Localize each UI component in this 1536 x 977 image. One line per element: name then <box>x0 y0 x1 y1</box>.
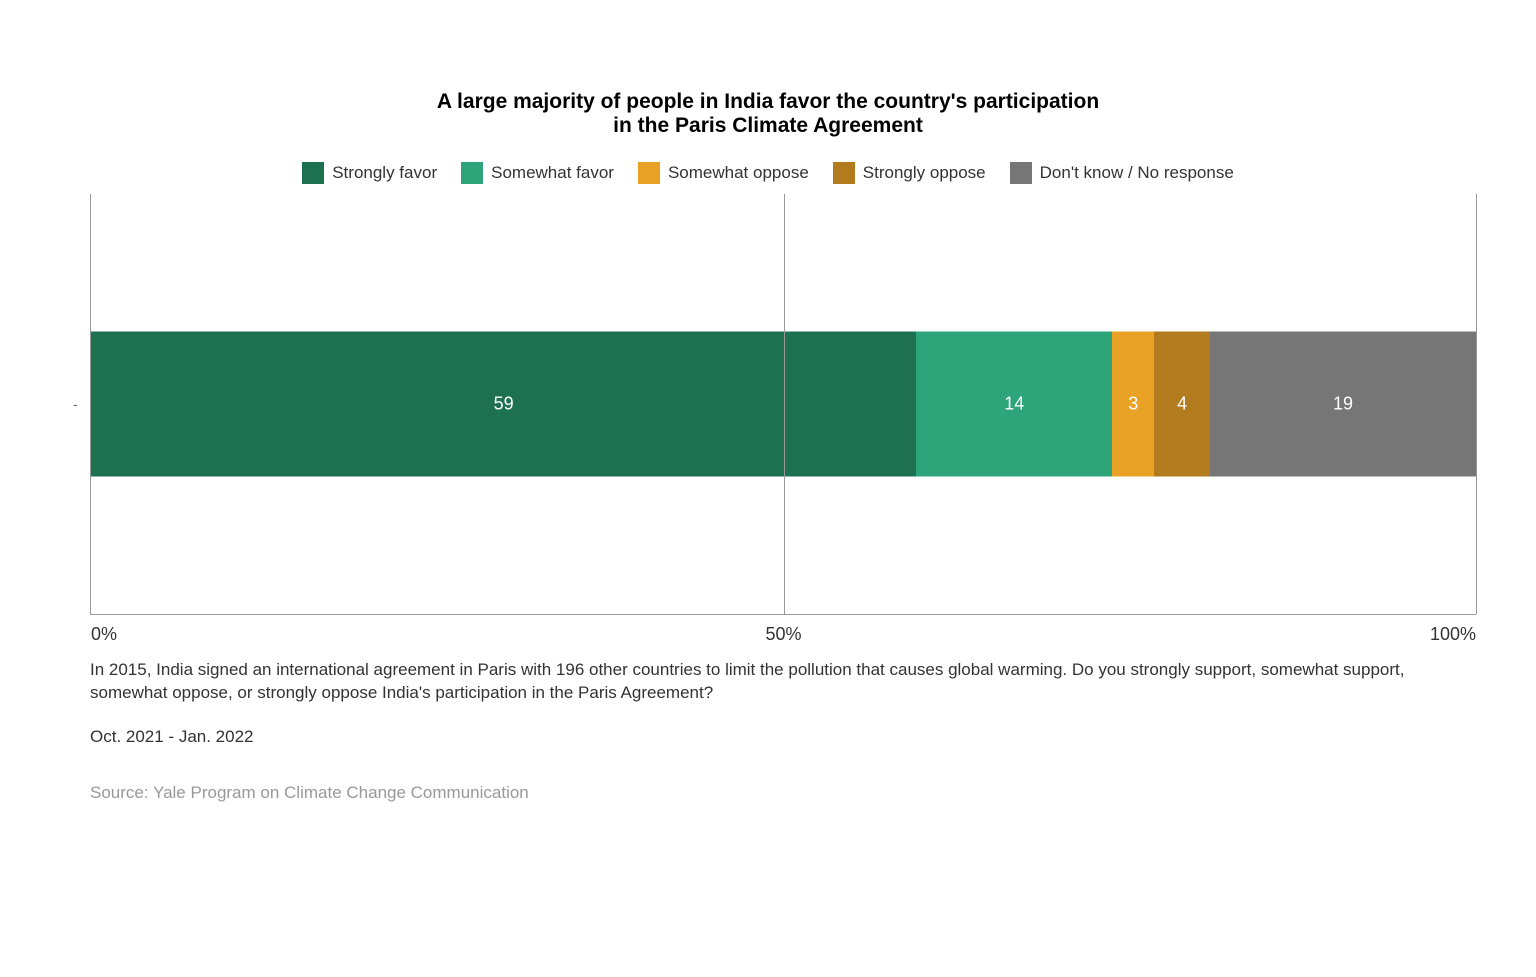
date-range: Oct. 2021 - Jan. 2022 <box>90 727 1476 747</box>
legend-label: Strongly favor <box>332 163 437 183</box>
legend-swatch <box>1010 162 1032 184</box>
bar-segment: 59 <box>91 332 916 477</box>
chart-title-line1: A large majority of people in India favo… <box>60 90 1476 114</box>
legend-item: Somewhat oppose <box>638 162 809 184</box>
x-tick-label: 100% <box>1430 624 1476 645</box>
legend-swatch <box>833 162 855 184</box>
legend-label: Strongly oppose <box>863 163 986 183</box>
bar-segment: 4 <box>1154 332 1210 477</box>
source-attribution: Source: Yale Program on Climate Change C… <box>90 783 1476 803</box>
legend-label: Somewhat favor <box>491 163 614 183</box>
chart-title: A large majority of people in India favo… <box>60 90 1476 138</box>
bar-segment: 3 <box>1112 332 1154 477</box>
legend-label: Don't know / No response <box>1040 163 1234 183</box>
plot-area-wrap: - 59143419 0%50%100% <box>60 194 1476 615</box>
legend: Strongly favor Somewhat favor Somewhat opp… <box>60 162 1476 184</box>
legend-swatch <box>461 162 483 184</box>
legend-item: Strongly favor <box>302 162 437 184</box>
x-tick-label: 50% <box>765 624 801 645</box>
x-tick-label: 0% <box>91 624 117 645</box>
chart-container: A large majority of people in India favo… <box>60 90 1476 803</box>
y-category-label: - <box>73 396 78 412</box>
gridline <box>1476 194 1477 614</box>
legend-item: Don't know / No response <box>1010 162 1234 184</box>
bar-segment: 14 <box>916 332 1112 477</box>
legend-item: Somewhat favor <box>461 162 614 184</box>
gridline <box>784 194 785 614</box>
legend-swatch <box>638 162 660 184</box>
legend-swatch <box>302 162 324 184</box>
legend-item: Strongly oppose <box>833 162 986 184</box>
chart-title-line2: in the Paris Climate Agreement <box>60 114 1476 138</box>
plot-area: - 59143419 0%50%100% <box>90 194 1476 615</box>
question-text: In 2015, India signed an international a… <box>90 659 1410 705</box>
bar-segment: 19 <box>1210 332 1476 477</box>
legend-label: Somewhat oppose <box>668 163 809 183</box>
